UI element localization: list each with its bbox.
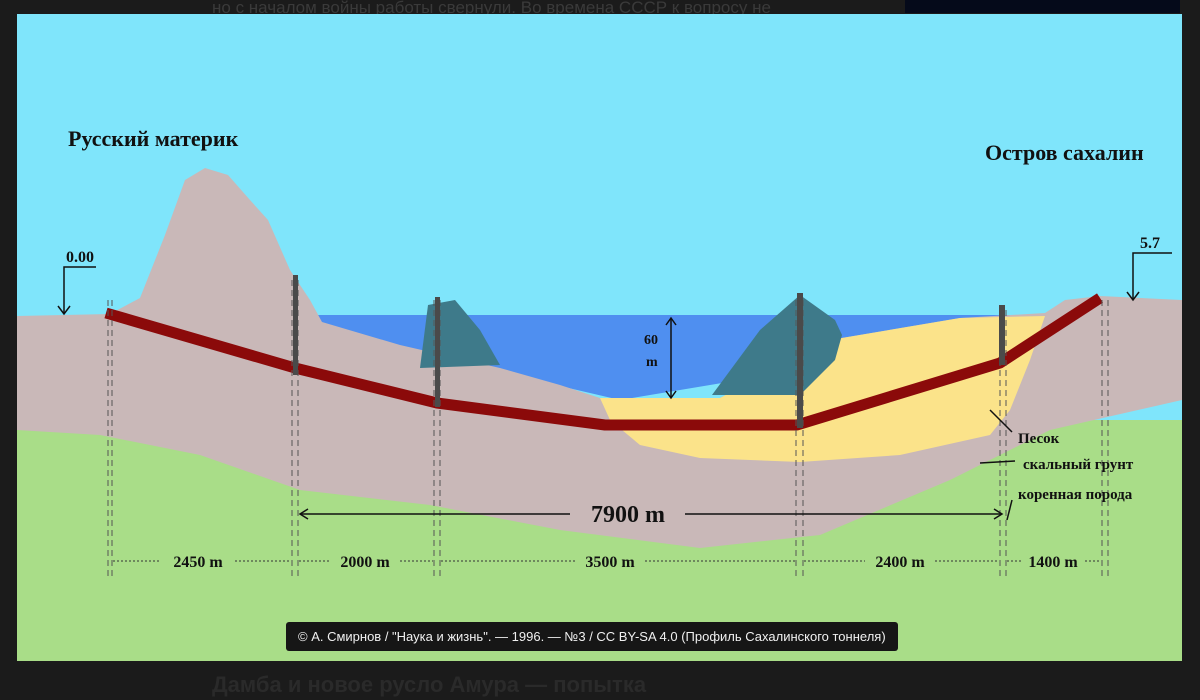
legend-rock: скальный грунт [1023,457,1134,473]
background-article-text: но с началом войны работы свернули. Во в… [212,0,771,17]
boreholes [293,275,1005,428]
tunnel-profile-diagram: Русский материк Остров сахалин 0.00 5.7 … [17,14,1182,661]
lightbox-image: Русский материк Остров сахалин 0.00 5.7 … [17,14,1182,661]
depth-value: 60 [644,333,658,348]
legend-bedrock: коренная порода [1018,487,1133,503]
segment-4: 2400 m [875,554,925,571]
segment-1: 2450 m [173,554,223,571]
depth-unit: m [646,355,658,370]
total-length: 7900 m [591,502,665,528]
segment-2: 2000 m [340,554,390,571]
background-panel [905,0,1180,13]
elevation-left: 0.00 [66,249,94,266]
label-sakhalin: Остров сахалин [985,140,1144,165]
image-caption: © А. Смирнов / "Наука и жизнь". — 1996. … [286,622,898,651]
label-mainland: Русский материк [68,126,239,151]
elevation-markers [57,252,1172,521]
segment-3: 3500 m [585,554,635,571]
rock-right [712,295,842,395]
legend-sand: Песок [1018,431,1060,447]
segment-5: 1400 m [1028,554,1078,571]
background-article-heading: Дамба и новое русло Амура — попытка [212,672,647,697]
elevation-right: 5.7 [1140,235,1160,252]
